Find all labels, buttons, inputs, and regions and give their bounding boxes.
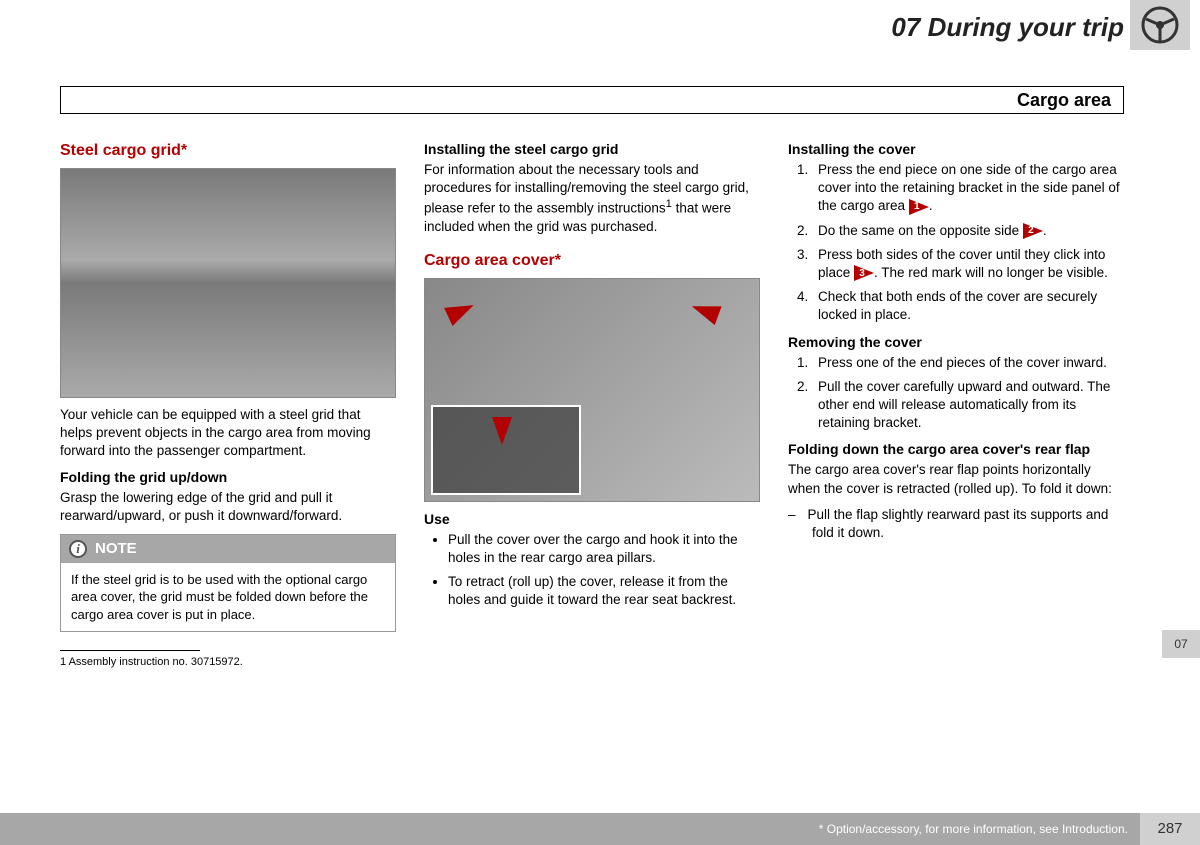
side-tab: 07 xyxy=(1162,630,1200,658)
callout-arrow-icon xyxy=(444,296,478,326)
note-box: i NOTE If the steel grid is to be used w… xyxy=(60,534,396,633)
heading-steel-cargo-grid: Steel cargo grid* xyxy=(60,140,396,162)
info-icon: i xyxy=(69,540,87,558)
heading-cargo-area-cover: Cargo area cover* xyxy=(424,250,760,272)
list-item: Pull the cover over the cargo and hook i… xyxy=(448,531,760,567)
footnote-rule xyxy=(60,650,200,651)
list-item: Press the end piece on one side of the c… xyxy=(812,161,1124,216)
footnote: 1 Assembly instruction no. 30715972. xyxy=(60,655,396,670)
chapter-header: 07 During your trip xyxy=(0,0,1200,50)
heading-rear-flap: Folding down the cargo area cover's rear… xyxy=(788,440,1124,459)
text-span: Do the same on the opposite side xyxy=(818,223,1023,238)
list-item: Check that both ends of the cover are se… xyxy=(812,288,1124,324)
remove-cover-steps: Press one of the end pieces of the cover… xyxy=(788,354,1124,433)
heading-folding-grid: Folding the grid up/down xyxy=(60,468,396,487)
note-body: If the steel grid is to be used with the… xyxy=(61,563,395,632)
callout-arrow-icon xyxy=(688,297,721,325)
note-header: i NOTE xyxy=(61,535,395,563)
section-title: Cargo area xyxy=(1017,88,1111,112)
figure-inset xyxy=(431,405,581,495)
footer-bar: * Option/accessory, for more information… xyxy=(0,813,1200,845)
callout-badge-2-icon: 2 xyxy=(1023,223,1043,239)
heading-installing-cover: Installing the cover xyxy=(788,140,1124,159)
list-item: Do the same on the opposite side 2. xyxy=(812,222,1124,240)
heading-removing-cover: Removing the cover xyxy=(788,333,1124,352)
content-columns: Steel cargo grid* Your vehicle can be eq… xyxy=(60,140,1124,785)
callout-badge-1-icon: 1 xyxy=(909,199,929,215)
list-item: Pull the cover carefully upward and outw… xyxy=(812,378,1124,433)
figure-steel-cargo-grid xyxy=(60,168,396,398)
heading-use: Use xyxy=(424,510,760,529)
footer-text: * Option/accessory, for more information… xyxy=(819,821,1140,837)
figure-cargo-area-cover xyxy=(424,278,760,502)
paragraph: The cargo area cover's rear flap points … xyxy=(788,461,1124,497)
steering-wheel-icon xyxy=(1130,0,1190,50)
install-cover-steps: Press the end piece on one side of the c… xyxy=(788,161,1124,325)
note-title: NOTE xyxy=(95,539,137,559)
list-item: Press both sides of the cover until they… xyxy=(812,246,1124,282)
flap-list: Pull the flap slightly rearward past its… xyxy=(788,506,1124,542)
page-number: 287 xyxy=(1140,813,1200,845)
list-item: Pull the flap slightly rearward past its… xyxy=(812,506,1124,542)
text-span: . The red mark will no longer be visible… xyxy=(874,265,1108,280)
chapter-title: 07 During your trip xyxy=(891,10,1124,45)
callout-badge-3-icon: 3 xyxy=(854,265,874,281)
use-list: Pull the cover over the cargo and hook i… xyxy=(424,531,760,610)
paragraph: Your vehicle can be equipped with a stee… xyxy=(60,406,396,461)
text-span: Press the end piece on one side of the c… xyxy=(818,162,1120,213)
list-item: To retract (roll up) the cover, release … xyxy=(448,573,760,609)
paragraph: For information about the necessary tool… xyxy=(424,161,760,236)
list-item: Press one of the end pieces of the cover… xyxy=(812,354,1124,372)
paragraph: Grasp the lowering edge of the grid and … xyxy=(60,489,396,525)
callout-arrow-icon xyxy=(492,417,512,445)
heading-installing-grid: Installing the steel cargo grid xyxy=(424,140,760,159)
section-band: Cargo area xyxy=(60,86,1124,114)
